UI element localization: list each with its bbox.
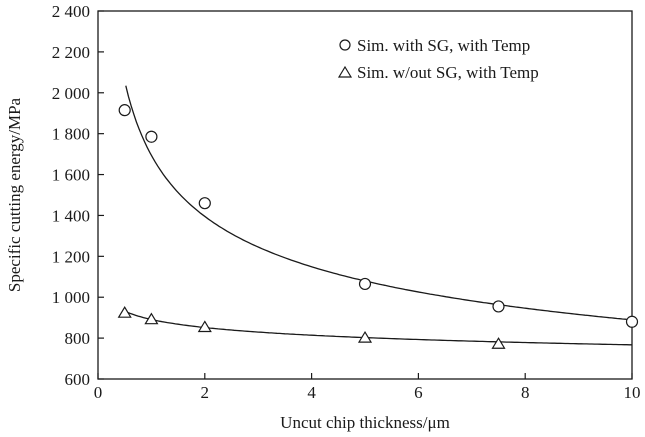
x-tick-label: 10 [624, 383, 641, 402]
y-tick-label: 1 000 [52, 288, 90, 307]
data-point-triangle [197, 320, 212, 333]
x-tick-label: 0 [94, 383, 103, 402]
legend-marker-triangle [337, 65, 353, 78]
y-tick-label: 1 200 [52, 247, 90, 266]
data-point-circle [358, 277, 372, 291]
y-tick-label: 1 600 [52, 166, 90, 185]
data-point-circle [198, 197, 211, 210]
data-point-triangle [117, 306, 132, 318]
data-point-circle [625, 315, 639, 328]
y-axis-label: Specific cutting energy/MPa [5, 97, 24, 292]
data-point-circle [145, 130, 158, 143]
data-point-circle [118, 104, 131, 117]
x-axis-label: Uncut chip thickness/μm [280, 413, 450, 432]
y-tick-label: 600 [65, 370, 91, 389]
y-tick-label: 1 400 [52, 206, 90, 225]
plot-frame [97, 10, 633, 380]
y-tick-label: 2 400 [52, 2, 90, 21]
x-tick-label: 4 [307, 383, 316, 402]
x-tick-label: 2 [201, 383, 210, 402]
x-tick-label: 6 [414, 383, 423, 402]
y-tick-label: 1 800 [52, 125, 90, 144]
y-tick-label: 2 000 [52, 84, 90, 103]
data-point-triangle [357, 330, 373, 343]
legend-marker-circle [339, 39, 351, 51]
x-tick-label: 8 [521, 383, 530, 402]
data-point-triangle [144, 312, 159, 325]
data-point-circle [492, 300, 505, 313]
y-tick-label: 800 [65, 329, 91, 348]
legend: Sim. with SG, with Temp Sim. w/out SG, w… [337, 36, 539, 82]
trendline-series-0 [125, 85, 631, 321]
legend-label-1: Sim. w/out SG, with Temp [357, 63, 539, 82]
y-tick-label: 2 200 [52, 43, 90, 62]
legend-label-0: Sim. with SG, with Temp [357, 36, 530, 55]
data-point-triangle [491, 337, 506, 349]
